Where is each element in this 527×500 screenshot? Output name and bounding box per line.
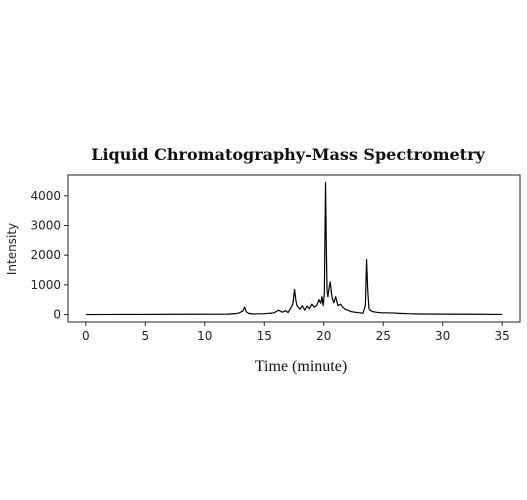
y-tick-label-0: 0 (53, 308, 61, 322)
x-tick-label-3: 15 (257, 329, 272, 343)
y-axis-ticks: 0 1000 2000 3000 4000 (30, 189, 68, 322)
y-tick-label-4: 4000 (30, 189, 61, 203)
y-tick-label-1: 1000 (30, 278, 61, 292)
x-tick-label-6: 30 (435, 329, 450, 343)
y-tick-label-3: 3000 (30, 218, 61, 232)
x-tick-label-2: 10 (197, 329, 212, 343)
plot-frame (67, 174, 521, 323)
y-axis-label: Intensity (5, 223, 19, 275)
x-tick-label-5: 25 (376, 329, 391, 343)
x-axis-label: Time (minute) (255, 358, 347, 375)
series-line (85, 181, 503, 316)
x-tick-label-4: 20 (316, 329, 331, 343)
x-tick-label-7: 35 (495, 329, 510, 343)
x-axis-ticks: 0 5 10 15 20 25 30 35 (82, 322, 510, 343)
x-tick-label-0: 0 (82, 329, 90, 343)
chart-title: Liquid Chromatography-Mass Spectrometry (91, 145, 485, 164)
x-tick-label-1: 5 (141, 329, 149, 343)
y-tick-label-2: 2000 (30, 248, 61, 262)
